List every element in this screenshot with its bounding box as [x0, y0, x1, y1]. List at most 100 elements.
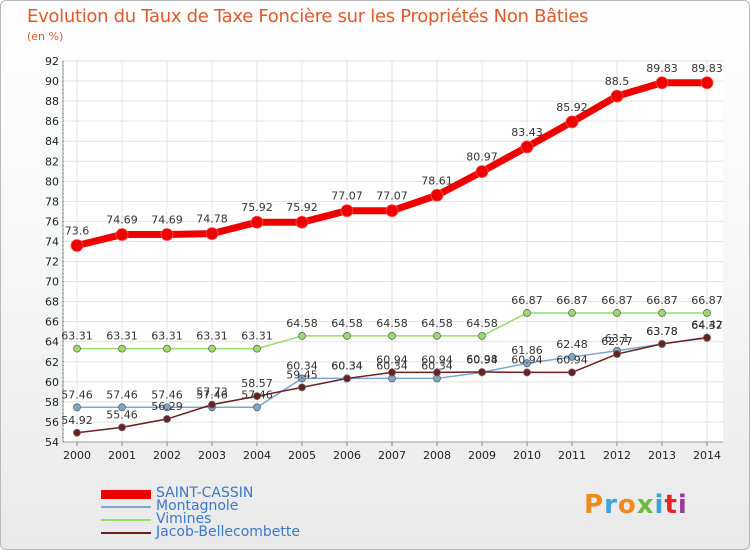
data-label: 66.87	[691, 294, 723, 307]
data-label: 55.46	[106, 408, 138, 421]
data-label: 73.6	[65, 224, 90, 237]
data-label: 64.58	[286, 317, 318, 330]
data-point	[115, 228, 129, 241]
data-point	[523, 359, 531, 368]
data-label: 64.58	[376, 317, 408, 330]
logo-letter: t	[664, 490, 678, 520]
data-label: 60.34	[331, 359, 363, 372]
y-tick-label: 68	[45, 296, 59, 309]
data-point	[253, 392, 261, 401]
x-tick-label: 2004	[243, 449, 271, 462]
proxiti-logo: Proxiti	[584, 490, 688, 520]
data-label: 62.48	[556, 338, 588, 351]
logo-letter: o	[617, 490, 637, 520]
y-tick-label: 64	[45, 336, 59, 349]
data-point	[478, 332, 486, 340]
x-tick-label: 2009	[468, 449, 496, 462]
data-label: 60.98	[466, 353, 498, 366]
data-point	[250, 215, 264, 229]
x-tick-label: 2007	[378, 449, 406, 462]
x-tick-label: 2010	[513, 449, 541, 462]
data-label: 75.92	[286, 201, 318, 214]
data-label: 60.34	[421, 359, 453, 372]
data-label: 63.78	[646, 325, 678, 338]
data-point	[163, 403, 171, 412]
data-label: 77.07	[376, 190, 408, 203]
data-label: 57.46	[196, 388, 228, 401]
data-point	[388, 332, 396, 340]
logo-letter: x	[636, 490, 655, 520]
y-tick-label: 70	[45, 276, 59, 289]
x-tick-label: 2000	[63, 449, 91, 462]
data-label: 63.31	[151, 330, 183, 343]
data-label: 63.31	[196, 330, 228, 343]
data-point	[160, 228, 174, 241]
data-point	[253, 344, 261, 353]
data-point	[340, 204, 354, 218]
x-tick-label: 2005	[288, 449, 316, 462]
data-label: 63.78	[646, 325, 678, 338]
data-label: 62.77	[601, 335, 633, 348]
x-tick-label: 2006	[333, 449, 361, 462]
data-point	[163, 415, 171, 423]
data-label: 63.1	[605, 332, 630, 345]
data-label: 75.92	[241, 201, 273, 214]
y-tick-label: 60	[45, 376, 59, 389]
y-tick-label: 88	[45, 95, 59, 108]
x-tick-label: 2014	[693, 449, 721, 462]
data-label: 63.31	[106, 330, 138, 343]
data-point	[208, 400, 216, 409]
y-tick-label: 80	[45, 175, 59, 188]
data-point	[70, 239, 84, 252]
data-point	[295, 215, 309, 229]
data-label: 60.34	[286, 359, 318, 372]
y-tick-label: 58	[45, 396, 59, 409]
data-point	[118, 403, 126, 412]
y-tick-label: 74	[45, 235, 59, 248]
y-tick-label: 84	[45, 135, 59, 148]
x-tick-label: 2013	[648, 449, 676, 462]
data-point	[205, 227, 219, 241]
data-label: 64.58	[331, 317, 363, 330]
data-point	[298, 374, 306, 383]
data-point	[73, 403, 81, 412]
data-point	[118, 423, 126, 432]
data-label: 83.43	[511, 126, 543, 139]
y-tick-label: 72	[45, 256, 59, 269]
data-point	[658, 340, 666, 348]
data-label: 54.92	[61, 414, 93, 427]
data-label: 60.94	[556, 353, 588, 366]
data-label: 58.57	[241, 377, 273, 390]
data-point	[520, 140, 534, 154]
x-tick-label: 2008	[423, 449, 451, 462]
data-label: 57.46	[106, 388, 138, 401]
legend-label: SAINT-CASSIN	[156, 485, 254, 501]
data-label: 57.46	[241, 388, 273, 401]
data-label: 60.94	[421, 353, 453, 366]
data-point	[430, 188, 444, 202]
data-label: 74.69	[151, 214, 183, 227]
legend-label: Montagnole	[156, 498, 239, 514]
x-tick-label: 2012	[603, 449, 631, 462]
data-label: 88.5	[605, 75, 630, 88]
data-label: 66.87	[601, 294, 633, 307]
data-point	[253, 403, 261, 412]
y-tick-label: 78	[45, 195, 59, 208]
y-tick-label: 92	[45, 55, 59, 68]
data-point	[478, 368, 486, 376]
legend-label: Jacob-Bellecombette	[156, 524, 301, 540]
data-point	[343, 332, 351, 340]
legend-swatch	[101, 506, 151, 508]
data-point	[163, 344, 171, 353]
data-point	[433, 368, 441, 377]
data-label: 77.07	[331, 190, 363, 203]
data-point	[565, 115, 579, 129]
x-tick-label: 2002	[153, 449, 181, 462]
data-label: 66.87	[511, 294, 543, 307]
data-label: 56.29	[151, 400, 183, 413]
data-point	[658, 309, 666, 317]
data-label: 85.92	[556, 101, 588, 114]
data-label: 80.97	[466, 151, 498, 164]
